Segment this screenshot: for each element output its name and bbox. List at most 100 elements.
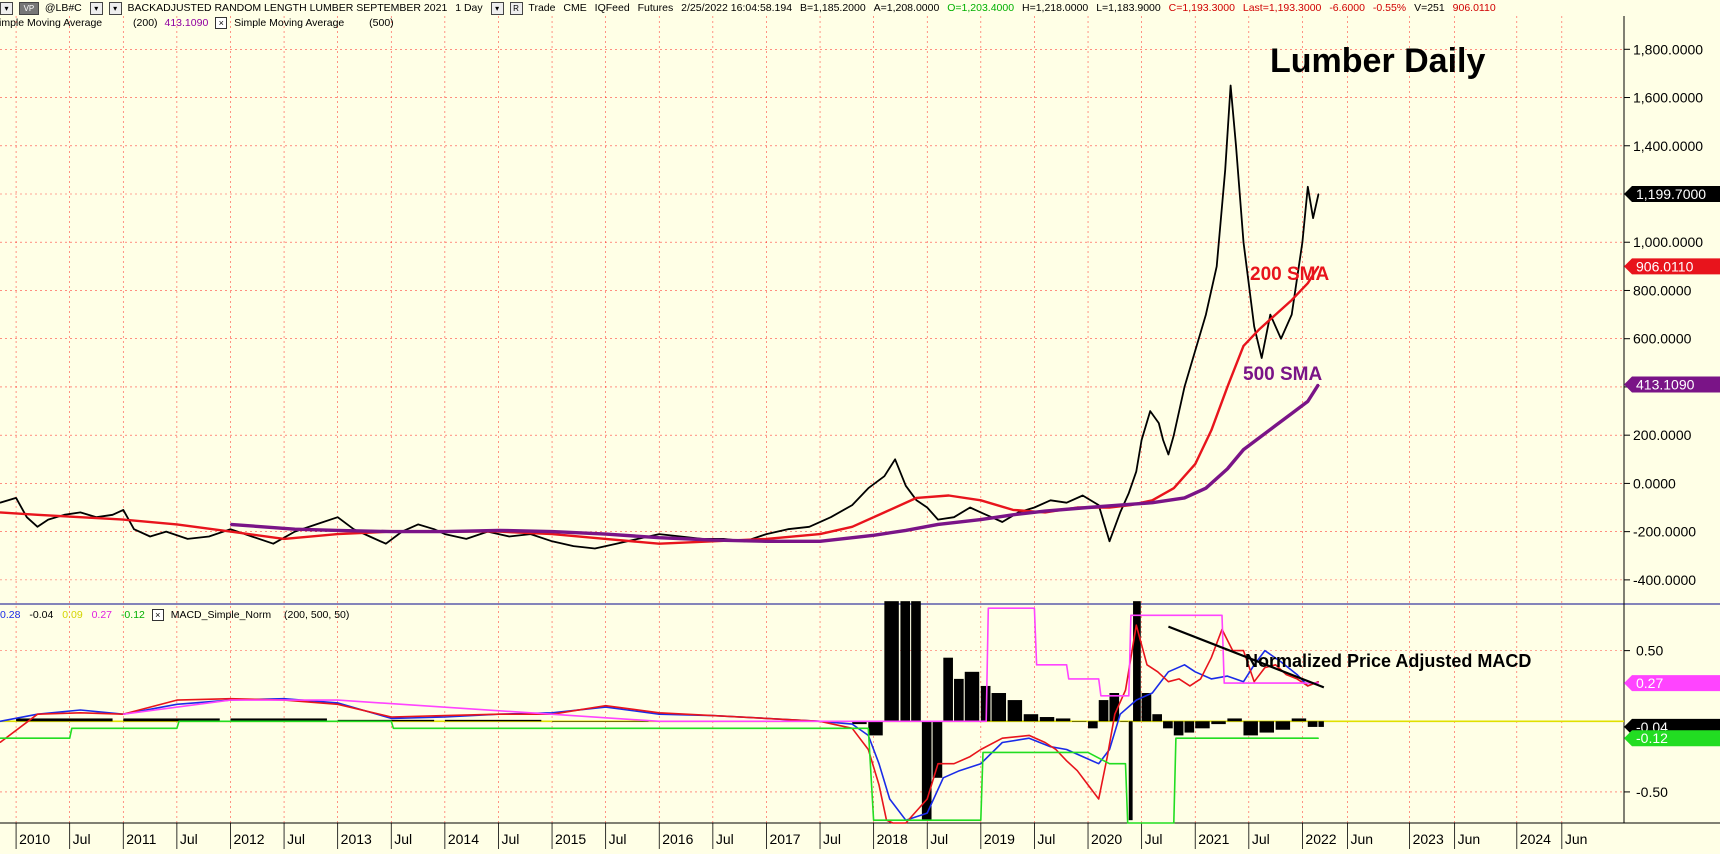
x-tick-label: 2013 (341, 831, 372, 847)
macd-red-line-point (497, 713, 499, 715)
sma-500-line-point (1317, 383, 1320, 386)
sma1-label[interactable]: Simple Moving Average (0, 17, 103, 29)
sma-500-line-point (229, 523, 232, 526)
sma-200-line-point (122, 518, 124, 521)
x-tick-label: 2014 (448, 831, 479, 847)
sma-200-line-point (1173, 487, 1175, 489)
feed-label: IQFeed (594, 2, 630, 14)
macd-legend-row: 0.28 -0.04 0.09 0.27 -0.12 × MACD_Simple… (0, 608, 349, 622)
macd-red-line-point (1242, 650, 1244, 652)
macd-green-line-point (980, 819, 982, 821)
price-line-point (1317, 193, 1320, 195)
macd-label[interactable]: MACD_Simple_Norm (170, 609, 272, 621)
macd-red-line-point (1189, 685, 1191, 687)
macd-blue-line-point (337, 702, 339, 704)
y-tick-label: 600.0000 (1633, 331, 1692, 347)
macd-red-line-point (1317, 681, 1319, 683)
price-line-point (272, 543, 274, 545)
price-line-point (851, 504, 853, 506)
macd-histogram-bar (868, 721, 883, 736)
y-tick-label: 1,400.0000 (1633, 138, 1703, 154)
sma-200-line-point (1258, 328, 1261, 330)
macd-blue-line-point (390, 717, 392, 719)
sma-200-line-point (1226, 386, 1228, 388)
macd-green-line-point (1127, 822, 1129, 824)
macd-red-line-point (905, 822, 907, 824)
macd-close-icon[interactable]: × (151, 609, 164, 621)
macd-histogram-bar (911, 601, 921, 722)
x-tick-label: 2024 (1520, 831, 1551, 847)
macd-blue-line-point (1184, 664, 1186, 666)
x-axis-ticks: 2010 Jul 2011 Jul 2012 Jul 2013 Jul 2014 Jul 2015 J… (15, 823, 1587, 849)
symbol-dropdown-icon[interactable]: ▾ (0, 2, 13, 15)
macd-green-line-point (1173, 822, 1175, 824)
sma-200-line-point (79, 516, 81, 518)
macd-blue-line-point (1226, 675, 1228, 677)
price-line-point (905, 485, 907, 487)
macd-green-value-box: -0.12 (1624, 730, 1720, 747)
mode-label: Trade (528, 2, 556, 14)
macd-histogram-bar (1039, 717, 1055, 722)
sma-close-icon[interactable]: × (215, 17, 228, 29)
sma-200-value-box: 906.0110 (1624, 258, 1720, 275)
price-line-point (1149, 410, 1151, 412)
macd-green-line-point (953, 819, 955, 821)
macd-blue-line-point (1151, 692, 1153, 694)
sma-200-value-box-text: 906.0110 (1636, 258, 1694, 274)
sma2-label[interactable]: Simple Moving Average (234, 17, 345, 29)
macd-red-line-point (926, 798, 928, 800)
macd-red-line-point (1044, 741, 1046, 743)
x-tick-label: Jul (501, 831, 519, 847)
last-price-box: 1,199.7000 (1624, 186, 1720, 202)
macd-histogram-bar (900, 601, 911, 722)
macd-green-line-point (337, 720, 339, 722)
interval-dropdown-icon[interactable]: ▾ (490, 2, 504, 15)
price-line-point (1224, 169, 1226, 171)
sma-500-line-point (873, 534, 875, 536)
contract-menu-icon[interactable]: ▾ (108, 2, 122, 15)
sma-200-line-point (0, 511, 1, 513)
macd-blue-line-point (1066, 749, 1068, 751)
price-line-point (315, 523, 317, 526)
price-line-point (294, 531, 296, 533)
price-line-point (1269, 313, 1271, 316)
sma-500-line-point (1183, 497, 1186, 499)
macd-magenta-line-point (1223, 682, 1225, 684)
price-line-point (133, 528, 135, 530)
macd-green-line-point (1108, 763, 1110, 765)
timestamp-label: 2/25/2022 16:04:58.194 (681, 2, 793, 14)
price-line-point (572, 545, 575, 547)
x-tick-label: Jul (1252, 831, 1270, 847)
sma-200-line-point (36, 514, 39, 516)
macd-blue-line-point (0, 720, 1, 722)
macd-red-line-point (1264, 667, 1266, 669)
macd-histogram-bar (1163, 721, 1173, 729)
price-line-point (1235, 145, 1237, 147)
macd-value-1: 0.28 (0, 609, 21, 621)
range-dropdown-icon[interactable]: R (509, 2, 523, 15)
interval-label[interactable]: 1 Day (455, 2, 483, 14)
symbol-label[interactable]: @LB#C (44, 2, 82, 14)
macd-red-line-point (605, 705, 607, 707)
price-line-point (79, 511, 81, 513)
macd-histogram-bar (1141, 693, 1152, 722)
x-tick-label: 2019 (984, 831, 1015, 847)
price-line-point (15, 497, 17, 499)
sma-500-line-point (1205, 487, 1207, 489)
sma-200-line-point (915, 497, 918, 499)
sma-500-line-point (905, 529, 907, 532)
y-tick-label: 0.50 (1636, 643, 1663, 659)
macd-histogram-bar (1211, 721, 1226, 725)
macd-histogram-bar (1098, 700, 1109, 722)
macd-histogram-bar (1275, 721, 1291, 730)
x-tick-label: 2010 (19, 831, 50, 847)
sma-500-line-point (1275, 424, 1277, 427)
macd-blue-line-point (444, 716, 446, 718)
sma-200-line-point (1012, 509, 1014, 511)
symbol-menu-icon[interactable]: ▾ (89, 2, 103, 15)
sma-200-line-point (283, 538, 285, 540)
macd-blue-line-point (658, 713, 660, 715)
macd-magenta-value-box: 0.27 (1624, 675, 1720, 692)
vp-toggle-icon[interactable]: VP (18, 2, 39, 15)
sma-500-line-point (444, 531, 446, 533)
